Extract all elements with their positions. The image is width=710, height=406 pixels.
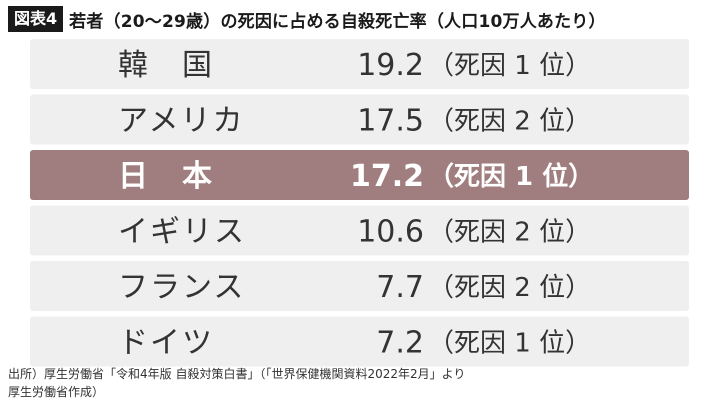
table-row: 日 本 17.2 （死因 1 位） xyxy=(30,150,689,200)
rate-value: 19.2 xyxy=(357,48,424,83)
rate-value: 17.5 xyxy=(357,104,424,139)
table-row: ドイツ 7.2 （死因 1 位） xyxy=(30,316,689,367)
row-background xyxy=(30,316,689,367)
rate-value: 17.2 xyxy=(350,159,424,194)
country-label: 日 本 xyxy=(118,159,214,194)
death-cause-rank: （死因 2 位） xyxy=(428,218,591,248)
death-cause-rank: （死因 1 位） xyxy=(428,329,591,359)
row-background xyxy=(30,94,689,145)
table-row: イギリス 10.6 （死因 2 位） xyxy=(30,205,689,256)
death-cause-rank: （死因 2 位） xyxy=(428,107,591,137)
death-cause-rank: （死因 1 位） xyxy=(428,161,594,192)
country-label: フランス xyxy=(118,270,245,305)
country-label: 韓 国 xyxy=(118,48,214,83)
country-label: アメリカ xyxy=(118,104,245,139)
source-line-1: 出所）厚生労働省「令和4年版 自殺対策白書」（「世界保健機関資料2022年2月」… xyxy=(8,367,466,381)
country-label: イギリス xyxy=(118,215,246,250)
source-line-2: 厚生労働省作成） xyxy=(8,385,105,399)
country-label: ドイツ xyxy=(118,326,214,361)
rate-value: 7.2 xyxy=(376,326,424,361)
row-background xyxy=(30,205,689,256)
rate-value: 10.6 xyxy=(357,215,424,250)
source-note: 出所）厚生労働省「令和4年版 自殺対策白書」（「世界保健機関資料2022年2月」… xyxy=(8,365,465,401)
chart-title: 若者（20〜29歳）の死因に占める自殺死亡率（人口10万人あたり） xyxy=(69,11,606,32)
table-row: フランス 7.7 （死因 2 位） xyxy=(30,261,689,311)
row-background xyxy=(30,150,689,200)
figure-label: 図表4 xyxy=(8,6,64,32)
death-cause-rank: （死因 1 位） xyxy=(428,51,591,81)
row-background xyxy=(30,261,689,311)
table-row: 韓 国 19.2 （死因 1 位） xyxy=(30,39,689,89)
rate-value: 7.7 xyxy=(376,270,424,305)
chart-title-bar: 図表4 若者（20〜29歳）の死因に占める自殺死亡率（人口10万人あたり） xyxy=(8,4,606,34)
row-background xyxy=(30,39,689,89)
table-row: アメリカ 17.5 （死因 2 位） xyxy=(30,94,689,145)
death-cause-rank: （死因 2 位） xyxy=(428,273,591,303)
